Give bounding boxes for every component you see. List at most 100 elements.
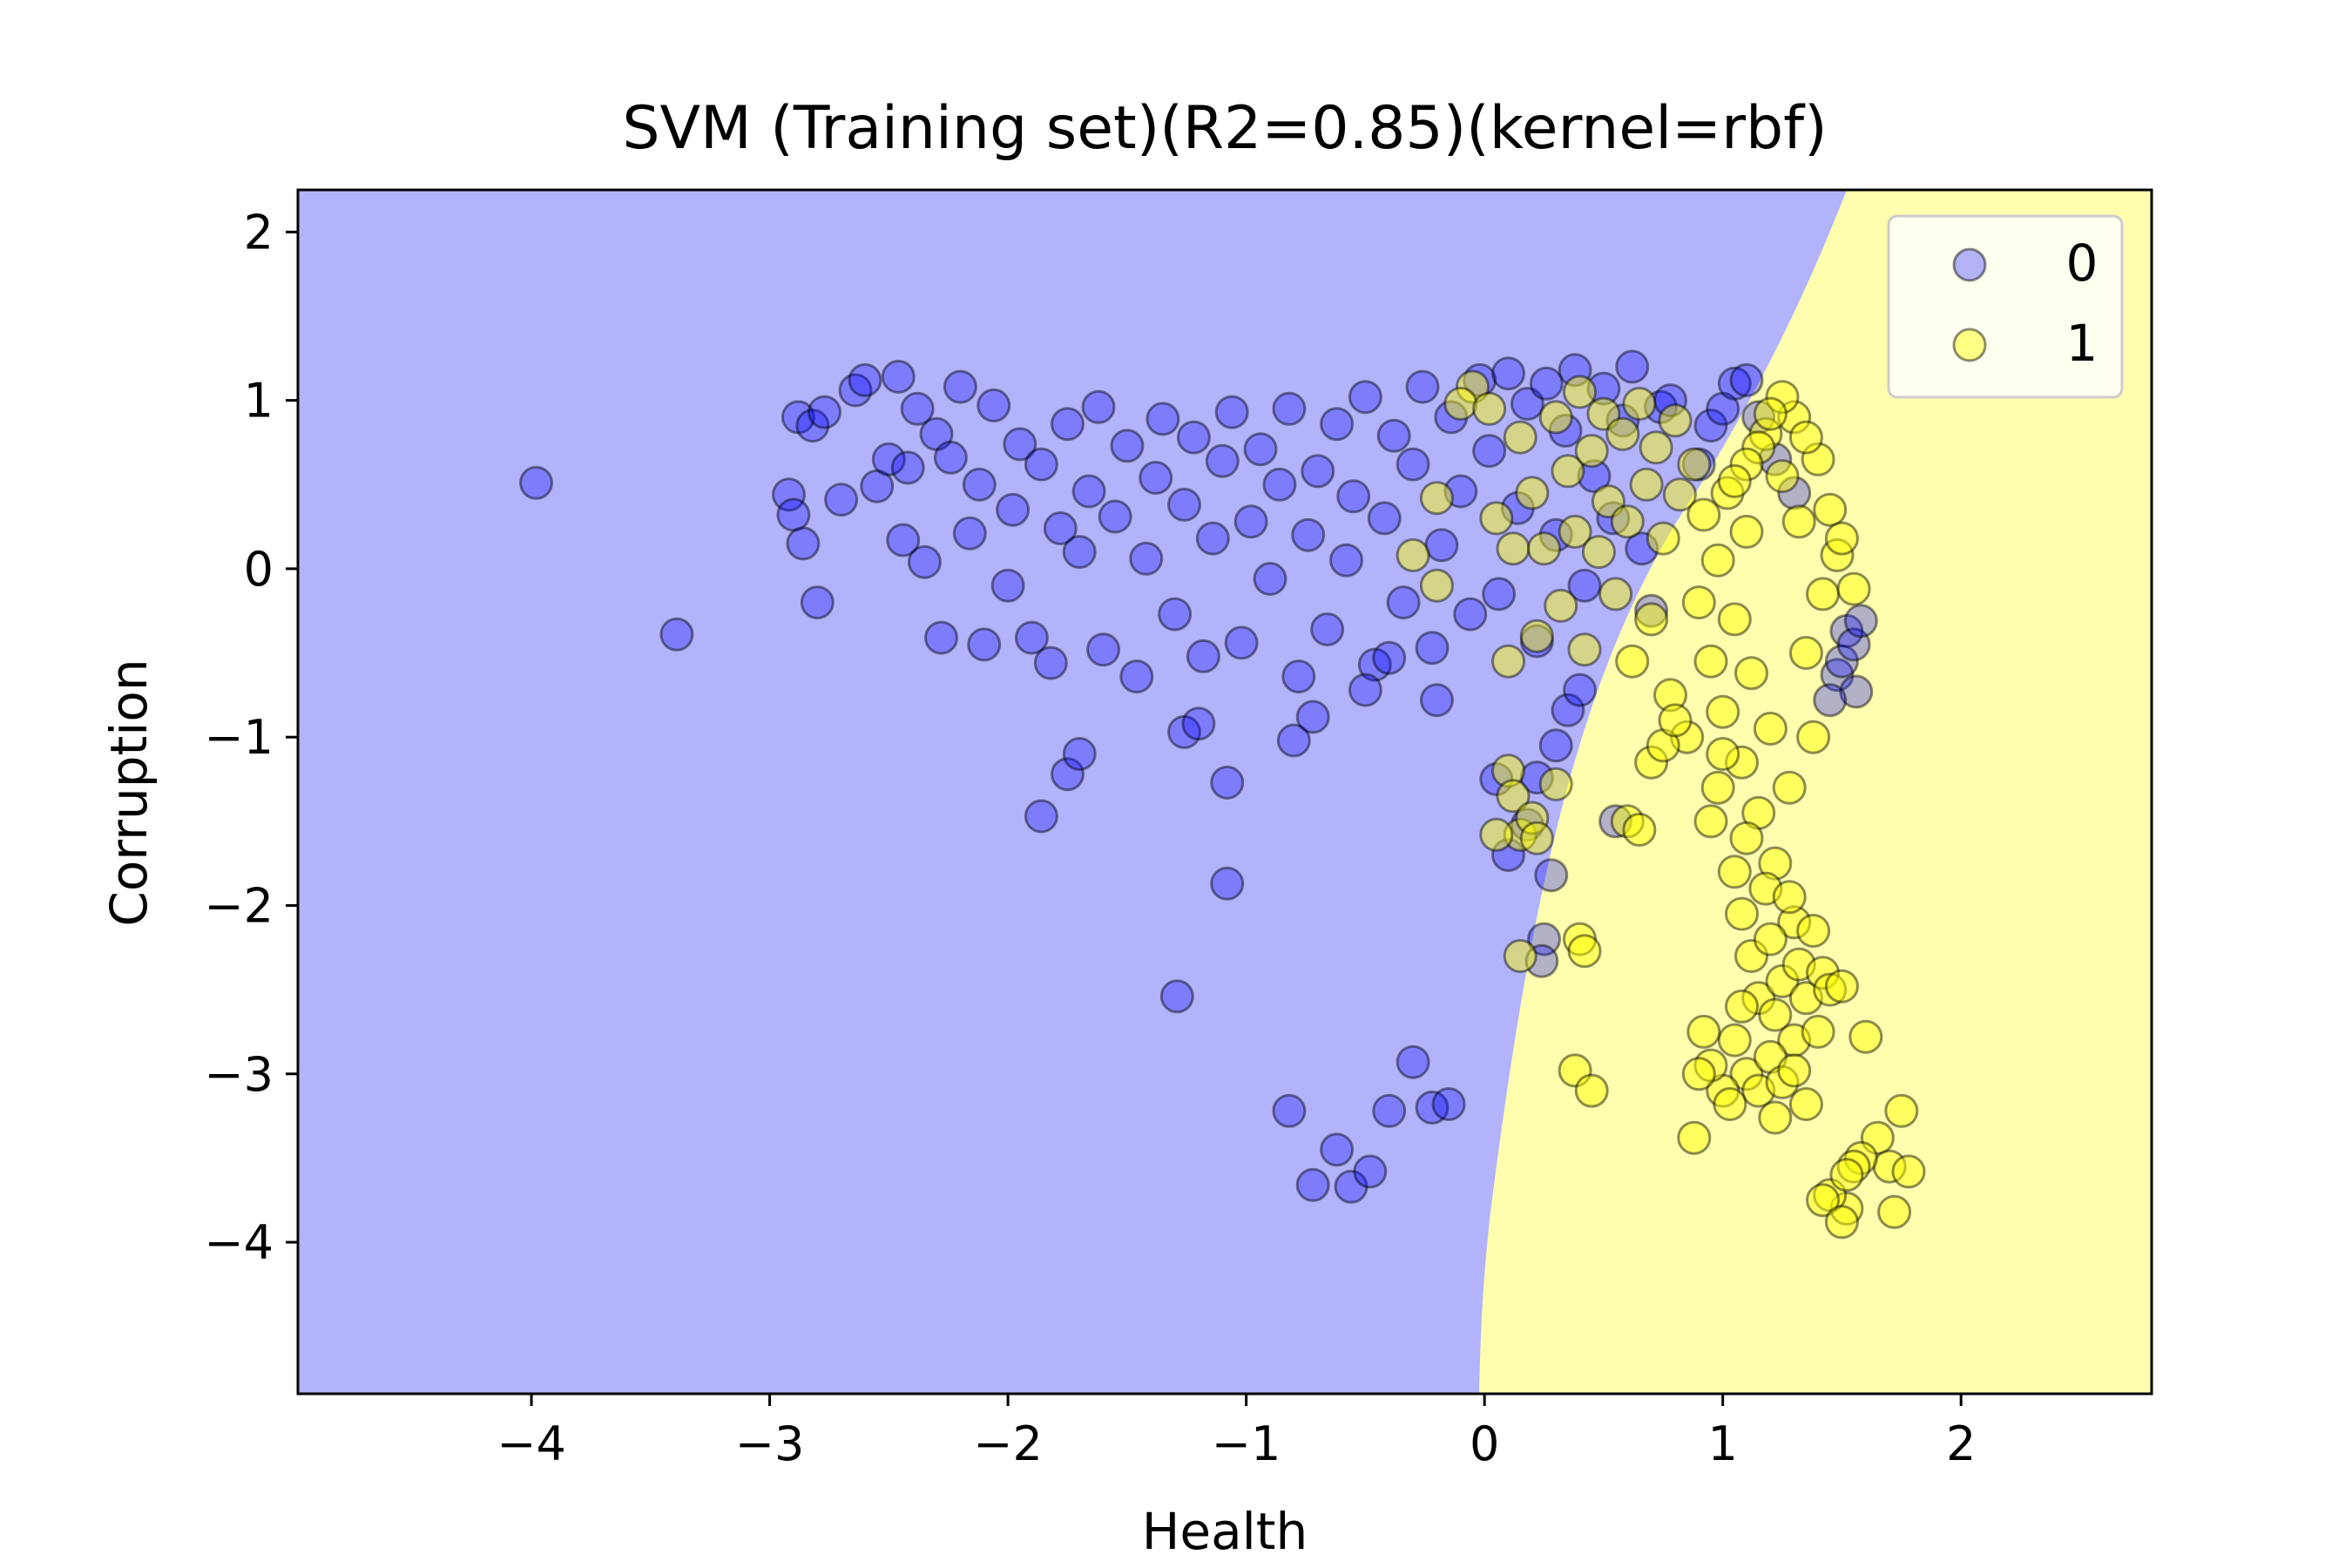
scatter-point-class-1 xyxy=(1848,1019,1883,1054)
scatter-point-class-0 xyxy=(1062,535,1097,570)
y-tick-label: −4 xyxy=(204,1215,274,1270)
scatter-point-class-0 xyxy=(1625,531,1659,566)
scatter-point-class-1 xyxy=(1558,1053,1592,1088)
scatter-point-class-1 xyxy=(1610,504,1645,539)
scatter-point-class-0 xyxy=(1176,420,1211,455)
scatter-point-class-0 xyxy=(1524,943,1559,978)
scatter-point-class-0 xyxy=(1519,624,1554,659)
scatter-point-class-0 xyxy=(1386,585,1421,620)
x-tick-label: −2 xyxy=(973,1416,1043,1471)
scatter-point-class-0 xyxy=(1717,366,1752,401)
scatter-point-class-0 xyxy=(1233,504,1268,539)
scatter-point-class-1 xyxy=(1419,568,1454,603)
scatter-point-class-0 xyxy=(1224,625,1259,660)
scatter-point-class-1 xyxy=(1586,396,1621,431)
scatter-point-class-1 xyxy=(1748,416,1783,451)
plot-frame xyxy=(296,188,2153,1396)
scatter-point-class-1 xyxy=(1765,1064,1800,1099)
scatter-point-class-1 xyxy=(1753,712,1788,746)
scatter-point-class-1 xyxy=(1741,430,1776,465)
scatter-point-class-1 xyxy=(1567,632,1602,667)
scatter-point-class-1 xyxy=(1741,1073,1776,1108)
scatter-point-class-1 xyxy=(1741,981,1776,1016)
scatter-point-class-1 xyxy=(1753,1039,1788,1074)
x-tick-label: 0 xyxy=(1470,1416,1499,1471)
scatter-point-class-1 xyxy=(1622,813,1657,847)
scatter-point-class-0 xyxy=(924,620,958,655)
scatter-point-class-0 xyxy=(1205,443,1240,478)
scatter-point-class-0 xyxy=(1443,474,1478,509)
scatter-point-class-1 xyxy=(1700,543,1735,578)
y-tick-label: −3 xyxy=(204,1047,274,1102)
scatter-point-class-1 xyxy=(1591,484,1625,519)
scatter-point-class-0 xyxy=(1510,808,1544,842)
scatter-point-class-0 xyxy=(990,568,1025,603)
scatter-point-class-1 xyxy=(1646,728,1680,763)
scatter-point-class-0 xyxy=(1558,353,1592,388)
scatter-point-class-1 xyxy=(1734,656,1768,691)
scatter-point-class-0 xyxy=(1491,838,1525,872)
scatter-point-class-0 xyxy=(1472,434,1507,469)
scatter-point-class-1 xyxy=(1681,585,1716,620)
scatter-point-class-0 xyxy=(1334,1169,1369,1204)
scatter-point-class-1 xyxy=(1646,521,1680,556)
scatter-point-class-0 xyxy=(1276,723,1311,758)
scatter-point-class-0 xyxy=(860,469,895,504)
scatter-point-class-0 xyxy=(1548,413,1583,448)
scatter-point-class-0 xyxy=(1295,1167,1330,1202)
scatter-point-class-0 xyxy=(1813,683,1848,718)
legend-label-1: 1 xyxy=(2066,314,2099,373)
scatter-point-class-1 xyxy=(1765,963,1800,998)
scatter-point-class-0 xyxy=(1186,639,1220,673)
scatter-point-class-0 xyxy=(1295,700,1330,734)
scatter-point-class-0 xyxy=(800,585,835,620)
scatter-point-class-1 xyxy=(1658,703,1693,738)
scatter-point-class-0 xyxy=(1538,517,1573,552)
scatter-point-class-0 xyxy=(919,416,954,451)
scatter-point-class-0 xyxy=(1586,371,1621,406)
scatter-point-class-1 xyxy=(1634,745,1669,780)
scatter-point-class-1 xyxy=(1884,1093,1919,1128)
scatter-point-class-0 xyxy=(808,395,841,429)
scatter-point-class-0 xyxy=(824,483,859,517)
scatter-point-class-1 xyxy=(1872,1149,1907,1184)
scatter-point-class-0 xyxy=(1839,674,1874,709)
scatter-point-class-0 xyxy=(1262,467,1297,502)
scatter-point-class-0 xyxy=(1353,1154,1388,1189)
scatter-point-class-0 xyxy=(881,360,916,394)
scatter-point-class-1 xyxy=(1581,535,1616,570)
scatter-point-class-0 xyxy=(1320,1132,1355,1167)
scatter-point-class-1 xyxy=(1796,720,1831,754)
scatter-point-class-1 xyxy=(1693,804,1728,839)
scatter-point-class-1 xyxy=(1829,1191,1864,1226)
scatter-point-class-0 xyxy=(1681,447,1716,482)
scatter-point-class-0 xyxy=(1336,479,1371,514)
scatter-point-class-1 xyxy=(1877,1194,1912,1229)
scatter-point-class-0 xyxy=(1741,400,1776,435)
scatter-point-class-1 xyxy=(1662,477,1697,512)
scatter-point-class-0 xyxy=(1081,389,1116,424)
x-tick-label: −1 xyxy=(1212,1416,1281,1471)
scatter-point-class-1 xyxy=(1706,1073,1740,1108)
scatter-point-class-0 xyxy=(1357,647,1392,682)
scatter-point-class-0 xyxy=(1098,499,1132,534)
scatter-point-class-1 xyxy=(1717,855,1752,889)
scatter-point-class-1 xyxy=(1519,618,1554,653)
scatter-point-class-0 xyxy=(1836,627,1871,662)
scatter-point-class-0 xyxy=(1281,659,1316,694)
scatter-point-class-0 xyxy=(1372,640,1407,675)
scatter-point-class-1 xyxy=(1693,1048,1728,1083)
scatter-point-class-0 xyxy=(1843,604,1878,639)
scatter-point-class-1 xyxy=(1419,481,1454,516)
scatter-point-class-1 xyxy=(1563,922,1597,956)
scatter-point-class-1 xyxy=(1710,476,1745,510)
scatter-point-class-1 xyxy=(1622,387,1657,421)
scatter-point-class-1 xyxy=(1725,745,1759,780)
scatter-point-class-1 xyxy=(1443,387,1478,421)
scatter-point-class-1 xyxy=(1796,914,1831,948)
scatter-point-class-1 xyxy=(1772,880,1807,915)
scatter-point-class-0 xyxy=(1110,429,1145,463)
scatter-point-class-0 xyxy=(977,388,1011,422)
scatter-point-class-0 xyxy=(1071,474,1106,509)
